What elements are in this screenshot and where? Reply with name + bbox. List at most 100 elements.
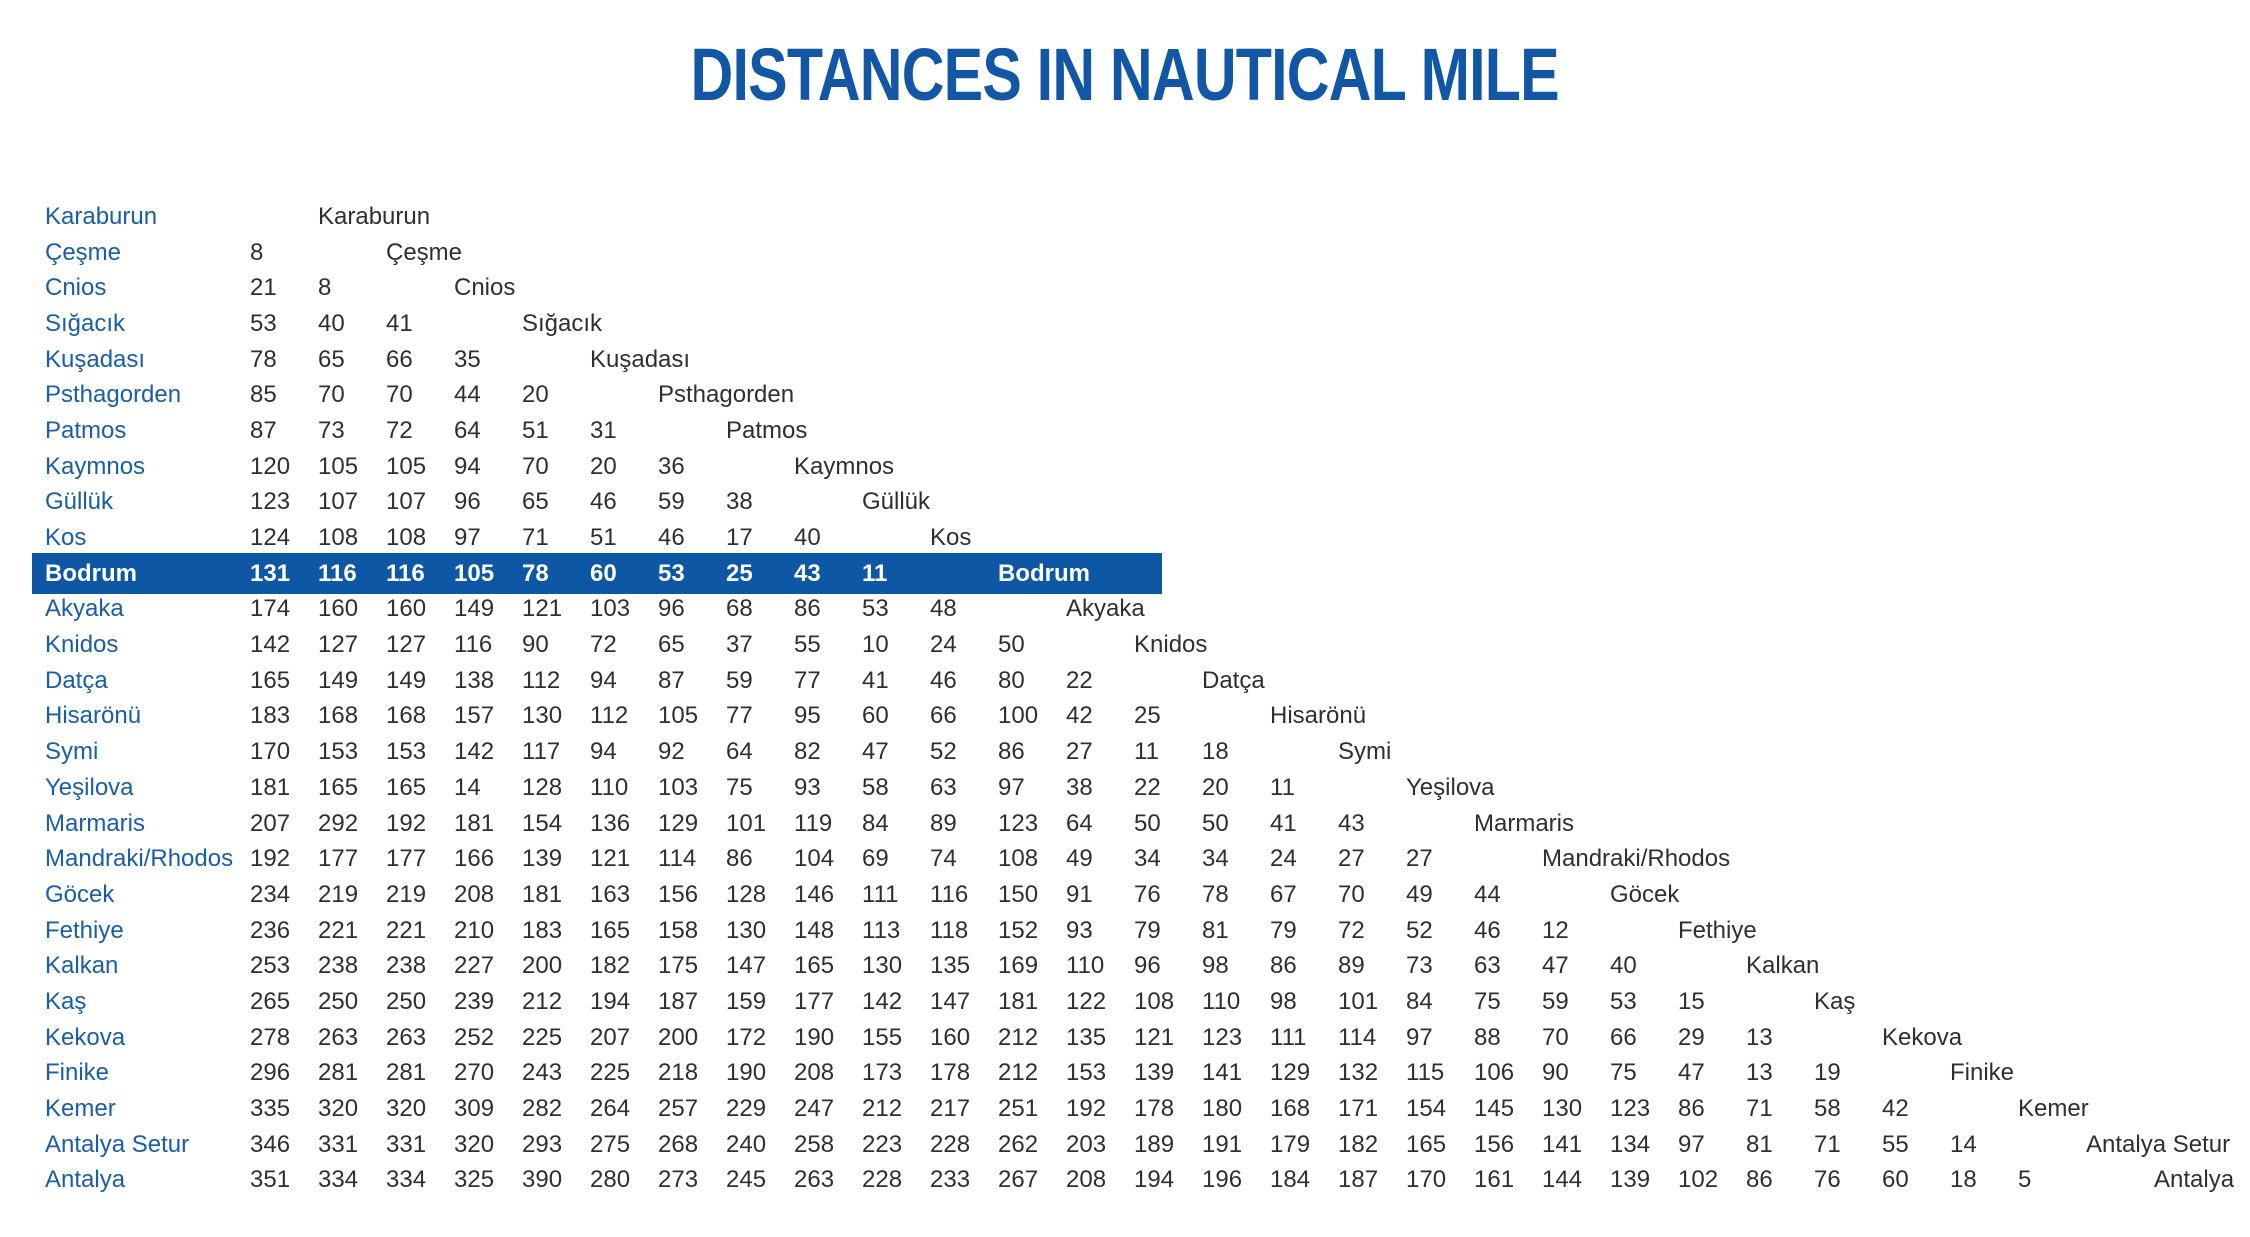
distance-cell: 47 <box>1678 1059 1705 1087</box>
row-label: Mandraki/Rhodos <box>45 845 234 873</box>
distance-cell: 59 <box>1542 987 1569 1015</box>
distance-cell: 132 <box>1338 1059 1379 1087</box>
distance-cell: 46 <box>1474 916 1501 944</box>
distance-cell: 71 <box>1814 1130 1841 1158</box>
distance-cell: 65 <box>658 631 685 659</box>
distance-cell: 233 <box>930 1166 971 1194</box>
distance-cell: 121 <box>1134 1023 1175 1051</box>
distance-cell: 123 <box>250 488 291 516</box>
distance-cell: 108 <box>318 524 359 552</box>
distance-cell: 86 <box>1270 952 1297 980</box>
distance-cell: 55 <box>794 631 821 659</box>
distance-cell: 263 <box>318 1023 359 1051</box>
distance-cell: 65 <box>522 488 549 516</box>
distance-cell: 51 <box>590 524 617 552</box>
distance-cell: 161 <box>1474 1166 1515 1194</box>
distance-cell: 46 <box>930 666 957 694</box>
distance-cell: 158 <box>658 916 699 944</box>
distance-cell: 153 <box>318 738 359 766</box>
distance-cell: 63 <box>1474 952 1501 980</box>
distance-cell: 96 <box>454 488 481 516</box>
distance-cell: 60 <box>862 702 889 730</box>
distance-cell: 229 <box>726 1095 767 1123</box>
row-label: Cnios <box>45 274 107 302</box>
distance-cell: 112 <box>590 702 629 730</box>
distance-cell: 335 <box>250 1095 291 1123</box>
distance-cell: 47 <box>862 738 889 766</box>
distance-cell: 275 <box>590 1130 631 1158</box>
distance-cell: 8 <box>318 274 332 302</box>
distance-cell: 70 <box>386 381 413 409</box>
distance-cell: 263 <box>794 1166 835 1194</box>
distance-cell: 25 <box>1134 702 1161 730</box>
distance-cell: 24 <box>930 631 957 659</box>
distance-cell: 165 <box>794 952 835 980</box>
distance-cell: 168 <box>318 702 359 730</box>
distance-cell: 27 <box>1406 845 1433 873</box>
distance-cell: 180 <box>1202 1095 1243 1123</box>
distance-cell: 60 <box>1882 1166 1909 1194</box>
table-row: Mandraki/Rhodos 192 177 177 166 139 121 114 86 10… <box>45 841 2222 877</box>
table-row: Sığacık 53 40 41 Sığacık <box>45 306 2222 342</box>
distance-cell: 142 <box>454 738 495 766</box>
distance-cell: 60 <box>590 559 617 587</box>
distance-cell: 75 <box>1610 1059 1637 1087</box>
distance-cell: 234 <box>250 880 291 908</box>
distance-cell: 334 <box>386 1166 427 1194</box>
distance-cell: 110 <box>1066 952 1105 980</box>
diagonal-label: Marmaris <box>1474 809 1574 837</box>
distance-cell: 130 <box>862 952 903 980</box>
distance-cell: 153 <box>1066 1059 1107 1087</box>
distance-cell: 251 <box>998 1095 1039 1123</box>
distance-cell: 190 <box>726 1059 767 1087</box>
distance-cell: 94 <box>590 738 617 766</box>
distance-cell: 107 <box>386 488 427 516</box>
title-wrap: DISTANCES IN NAUTICAL MILE <box>0 32 2250 117</box>
distance-cell: 139 <box>522 845 563 873</box>
distance-cell: 280 <box>590 1166 631 1194</box>
distance-cell: 38 <box>726 488 753 516</box>
distance-cell: 130 <box>726 916 767 944</box>
distance-cell: 157 <box>454 702 495 730</box>
distance-cell: 120 <box>250 452 291 480</box>
distance-cell: 268 <box>658 1130 699 1158</box>
row-label: Kaş <box>45 987 87 1015</box>
distance-cell: 47 <box>1542 952 1569 980</box>
distance-cell: 228 <box>862 1166 903 1194</box>
distance-cell: 11 <box>862 559 888 587</box>
distance-cell: 87 <box>658 666 685 694</box>
diagonal-label: Güllük <box>862 488 931 516</box>
distance-cell: 49 <box>1066 845 1093 873</box>
distance-cell: 21 <box>250 274 277 302</box>
diagonal-label: Sığacık <box>522 309 603 337</box>
distance-cell: 250 <box>386 987 427 1015</box>
distance-cell: 165 <box>386 773 427 801</box>
distance-cell: 105 <box>658 702 699 730</box>
row-label: Güllük <box>45 488 114 516</box>
table-row: Finike 296 281 281 270 243 225 218 190 208 173 178 2… <box>45 1056 2222 1092</box>
distance-cell: 212 <box>522 987 563 1015</box>
distance-cell: 141 <box>1542 1130 1583 1158</box>
distance-cell: 149 <box>386 666 427 694</box>
distance-cell: 43 <box>1338 809 1365 837</box>
diagonal-label: Psthagorden <box>658 381 795 409</box>
distance-cell: 97 <box>998 773 1025 801</box>
diagonal-label: Göcek <box>1610 880 1680 908</box>
distance-cell: 77 <box>794 666 821 694</box>
distance-cell: 70 <box>318 381 345 409</box>
distance-cell: 273 <box>658 1166 699 1194</box>
distance-cell: 69 <box>862 845 889 873</box>
distance-cell: 76 <box>1814 1166 1841 1194</box>
diagonal-label: Symi <box>1338 738 1392 766</box>
row-label: Bodrum <box>45 559 137 587</box>
distance-cell: 219 <box>318 880 359 908</box>
distance-cell: 73 <box>318 416 345 444</box>
distance-cell: 184 <box>1270 1166 1311 1194</box>
table-row: Bodrum 131 116 116 105 78 60 53 25 43 11 Bodrum <box>32 553 2222 594</box>
distance-cell: 94 <box>590 666 617 694</box>
distance-cell: 79 <box>1134 916 1161 944</box>
distance-cell: 94 <box>454 452 481 480</box>
distance-cell: 81 <box>1746 1130 1773 1158</box>
distance-cell: 122 <box>1066 987 1107 1015</box>
distance-cell: 113 <box>862 916 901 944</box>
